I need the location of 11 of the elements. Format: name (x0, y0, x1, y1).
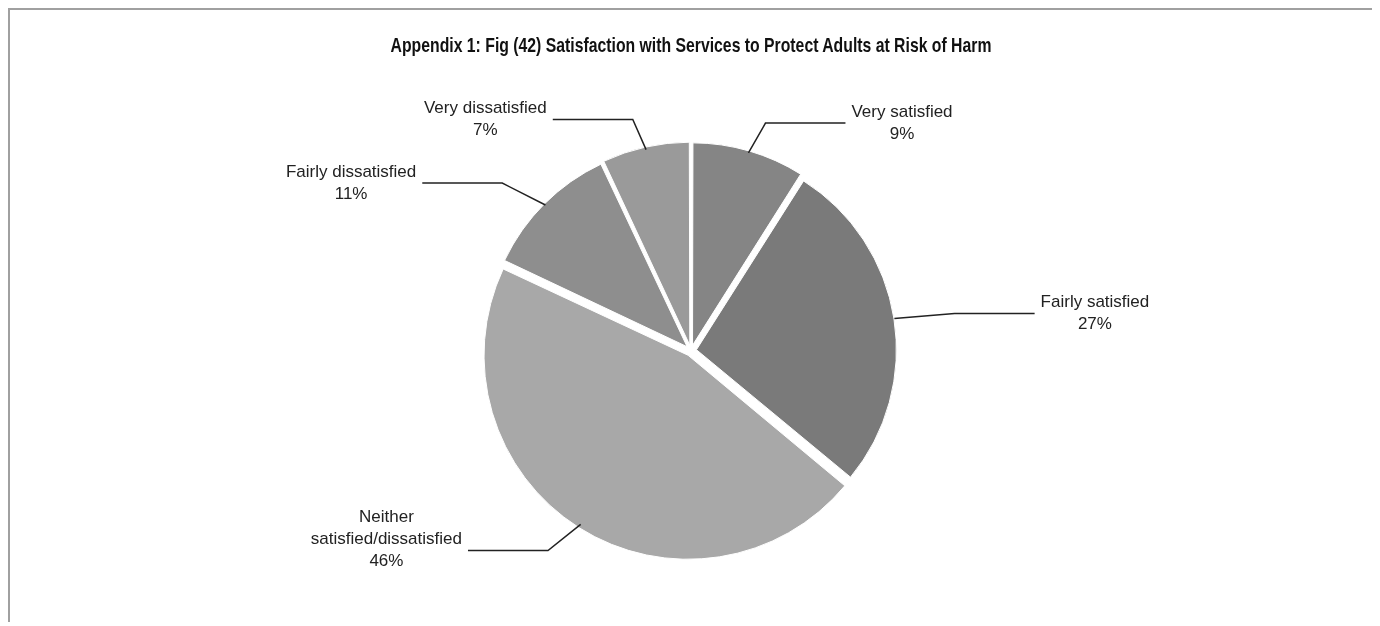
data-label: 9% (889, 123, 915, 143)
data-label: 27% (1077, 314, 1112, 334)
chart-title: Appendix 1: Fig (42) Satisfaction with Services to Protect Adults at Risk of Harm (390, 33, 992, 57)
slice-label: Very satisfied (851, 101, 953, 121)
data-label: 11% (334, 183, 368, 203)
data-label: 7% (473, 120, 498, 140)
slice-label: Very dissatisfied (423, 98, 547, 118)
slice-label: Fairly dissatisfied (285, 161, 417, 181)
slice-label: Fairly satisfied (1040, 292, 1150, 312)
data-label: 46% (369, 551, 404, 571)
slice-label: Neither satisfied/dissatisfied (310, 507, 462, 549)
